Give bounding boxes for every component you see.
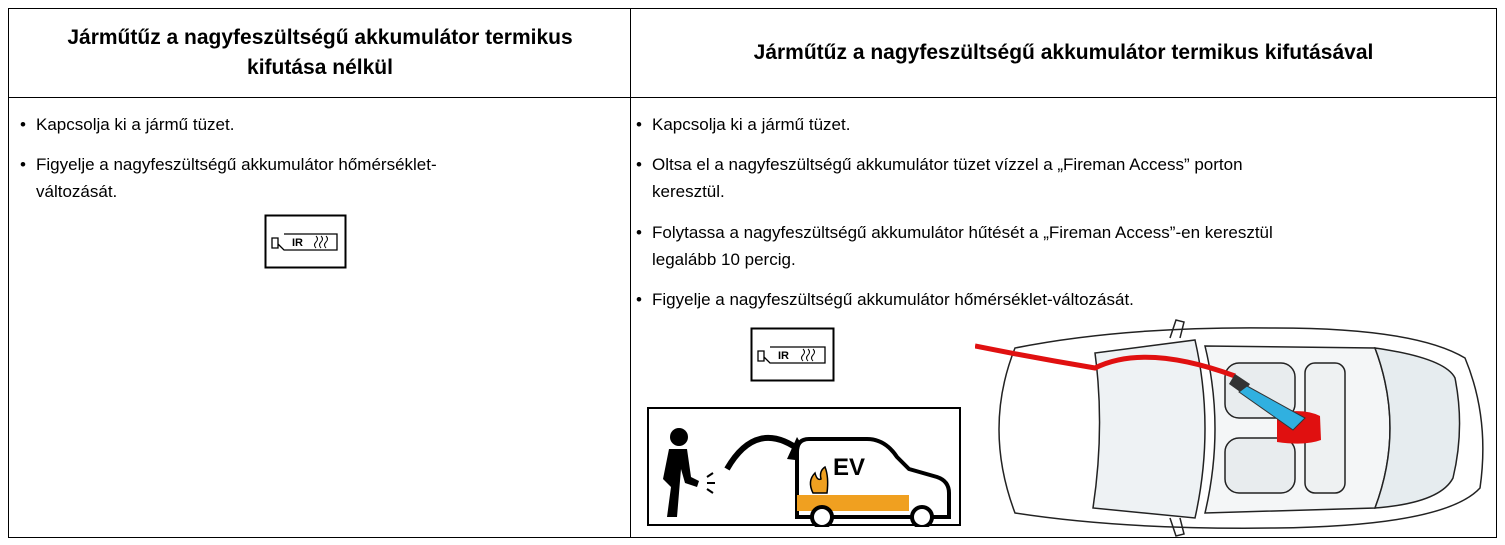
border	[8, 8, 1497, 9]
border	[8, 537, 1497, 538]
ir-icon: IR	[264, 214, 347, 269]
header: Járműtűz a nagyfeszültségű akkumulátor t…	[67, 26, 573, 79]
border	[8, 8, 9, 538]
border	[630, 8, 631, 538]
bullet: Figyelje a nagyfeszültségű akkumulátor h…	[636, 286, 1502, 313]
ev-pictogram: EV	[647, 407, 961, 527]
ir-label: IR	[292, 237, 303, 249]
bullet: Oltsa el a nagyfeszültségű akkumulátor t…	[636, 151, 1302, 205]
border	[8, 97, 1497, 98]
border	[1496, 8, 1497, 538]
bullet: Kapcsolja ki a jármű tüzet.	[636, 111, 1492, 138]
ev-label: EV	[833, 454, 865, 481]
ir-label: IR	[778, 350, 789, 362]
bullet: Folytassa a nagyfeszültségű akkumulátor …	[636, 219, 1292, 273]
car-diagram	[975, 319, 1484, 537]
header: Járműtűz a nagyfeszültségű akkumulátor t…	[753, 41, 1374, 64]
bullet: Figyelje a nagyfeszültségű akkumulátor h…	[20, 151, 466, 205]
bullet: Kapcsolja ki a jármű tüzet.	[20, 111, 636, 138]
ir-icon: IR	[750, 327, 835, 382]
